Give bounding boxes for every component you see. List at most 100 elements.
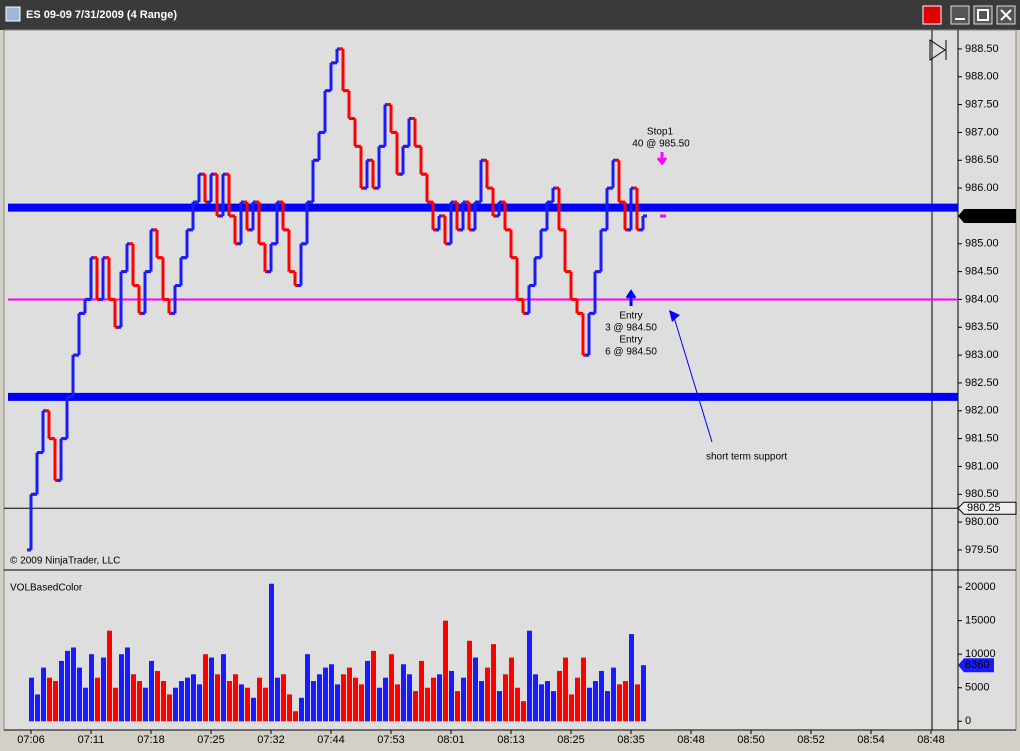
volume-bar [407, 674, 412, 722]
y-tick-label: 985.00 [965, 238, 999, 250]
volume-bar [203, 654, 208, 722]
volume-bar [29, 677, 34, 722]
y-tick-label: 15000 [965, 615, 996, 627]
volume-bar [305, 654, 310, 722]
volume-bar [239, 684, 244, 722]
volume-bar [53, 681, 58, 722]
volume-bar [227, 681, 232, 722]
volume-bar [149, 660, 154, 722]
volume-tag [958, 658, 994, 673]
annotation: 3 @ 984.50 [605, 323, 657, 334]
volume-bar [77, 667, 82, 722]
volume-bar [515, 687, 520, 722]
volume-bar [119, 654, 124, 722]
volume-bar [383, 677, 388, 722]
volume-bar [359, 684, 364, 722]
volume-bar [269, 583, 274, 722]
volume-bar [587, 687, 592, 722]
volume-bar [635, 684, 640, 722]
volume-bar [389, 654, 394, 722]
x-tick-label: 07:53 [377, 734, 405, 746]
volume-bar [491, 644, 496, 722]
annotation: Entry [619, 335, 642, 346]
app-icon [5, 6, 21, 22]
volume-bar [101, 657, 106, 722]
volume-bar [605, 691, 610, 722]
x-tick-label: 07:25 [197, 734, 225, 746]
annotation: 40 @ 985.50 [632, 139, 690, 150]
x-tick-label: 08:48 [917, 734, 945, 746]
volume-bar [611, 667, 616, 722]
volume-bar [89, 654, 94, 722]
y-tick-label: 986.50 [965, 154, 999, 166]
volume-bar [365, 660, 370, 722]
volume-bar [59, 660, 64, 722]
volume-bar [299, 697, 304, 722]
volume-bar [167, 694, 172, 722]
maximize-button[interactable] [973, 5, 993, 25]
volume-bar [503, 674, 508, 722]
volume-bar [215, 674, 220, 722]
support-arrowhead [669, 310, 680, 322]
x-tick-label: 08:48 [677, 734, 705, 746]
volume-bar [251, 697, 256, 722]
cursor-tag [957, 501, 1017, 515]
volume-bar [521, 701, 526, 722]
volume-bar [449, 670, 454, 722]
volume-bar [443, 620, 448, 722]
volume-bar [641, 665, 646, 722]
volume-bar [209, 657, 214, 722]
annotation: Entry [619, 311, 642, 322]
scroll-end-button[interactable] [929, 39, 947, 61]
x-tick-label: 08:50 [737, 734, 765, 746]
volume-bar [413, 691, 418, 722]
y-tick-label: 20000 [965, 581, 996, 593]
price-tag [958, 208, 1016, 223]
volume-bar [65, 650, 70, 722]
y-tick-label: 982.00 [965, 405, 999, 417]
volume-bar [539, 684, 544, 722]
y-tick-label: 987.50 [965, 99, 999, 111]
y-tick-label: 983.00 [965, 349, 999, 361]
volume-bar [335, 684, 340, 722]
volume-bar [155, 670, 160, 722]
y-tick-label: 983.50 [965, 321, 999, 333]
volume-bar [581, 657, 586, 722]
volume-bar [185, 677, 190, 722]
volume-bar [353, 677, 358, 722]
volume-bar [71, 647, 76, 722]
volume-bar [467, 640, 472, 722]
volume-bar [395, 684, 400, 722]
volume-bar [557, 670, 562, 722]
x-tick-label: 08:13 [497, 734, 525, 746]
x-tick-label: 08:01 [437, 734, 465, 746]
y-tick-label: 988.00 [965, 71, 999, 83]
volume-bar [197, 684, 202, 722]
volume-bar [563, 657, 568, 722]
volume-bar [341, 674, 346, 722]
volume-bar [287, 694, 292, 722]
volume-tag-label: 8360 [965, 659, 989, 671]
x-tick-label: 07:11 [78, 734, 105, 746]
x-tick-label: 08:52 [797, 734, 825, 746]
volume-bar [233, 674, 238, 722]
volume-bar [617, 684, 622, 722]
volume-bar [107, 630, 112, 722]
link-button[interactable] [922, 5, 942, 25]
x-tick-label: 07:32 [257, 734, 285, 746]
minimize-button[interactable] [950, 5, 970, 25]
volume-bar [485, 667, 490, 722]
volume-bar [179, 681, 184, 722]
volume-bar [137, 681, 142, 722]
y-tick-label: 988.50 [965, 43, 999, 55]
cursor-label: 980.25 [967, 502, 1001, 514]
y-tick-label: 980.50 [965, 488, 999, 500]
x-tick-label: 08:25 [557, 734, 585, 746]
x-tick-label: 07:06 [17, 734, 45, 746]
volume-bar [323, 667, 328, 722]
entry-arrow [625, 289, 637, 306]
support-pointer [672, 313, 713, 443]
volume-bar [551, 691, 556, 722]
